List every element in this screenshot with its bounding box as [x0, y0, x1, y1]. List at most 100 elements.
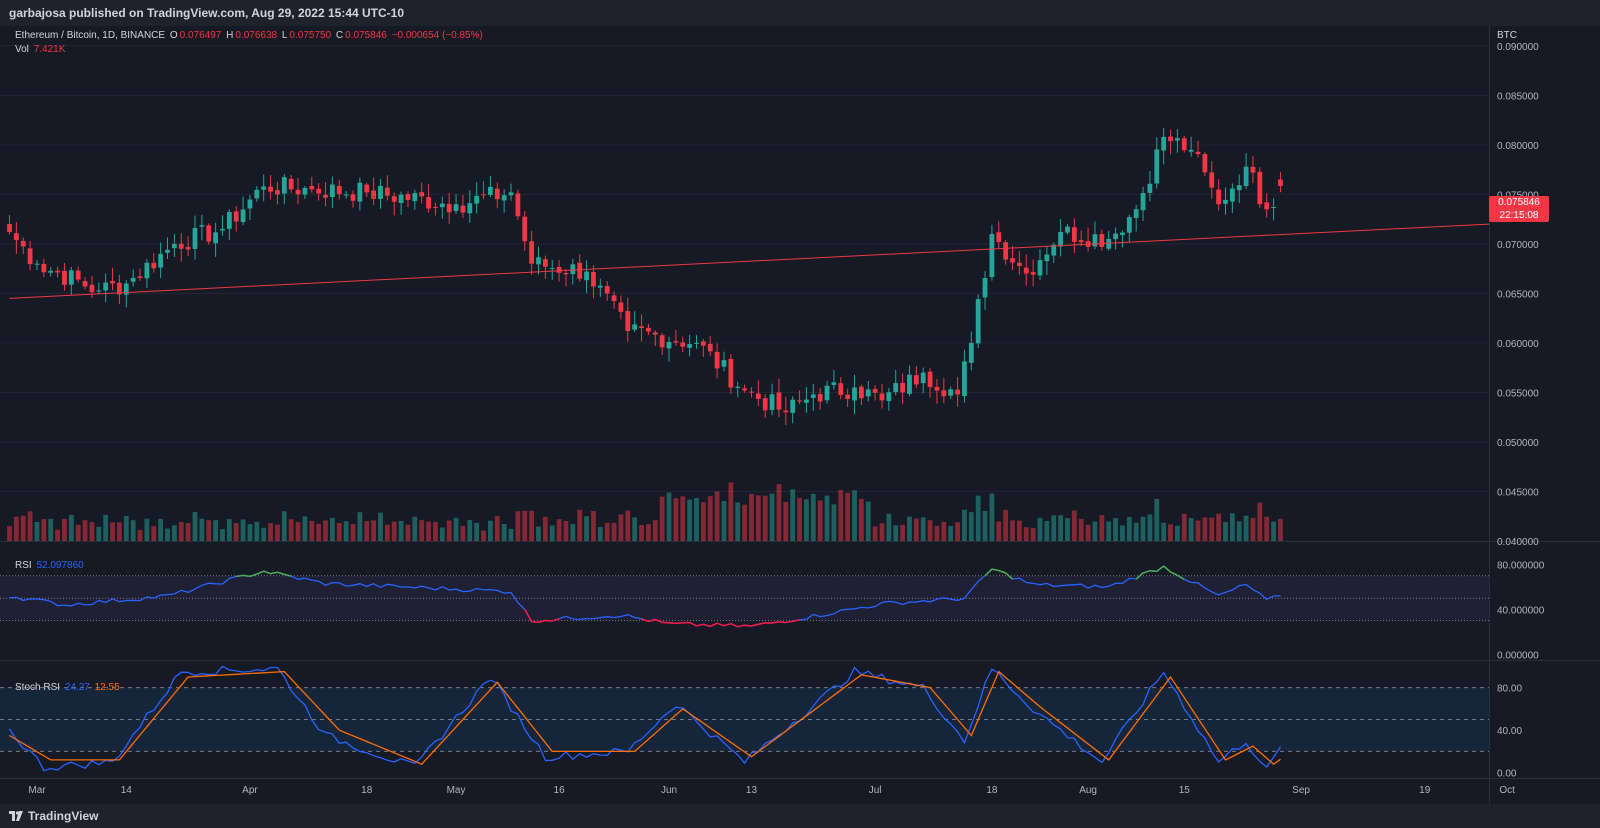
volume-bar [872, 526, 878, 541]
candle-body [110, 280, 115, 284]
volume-bar [446, 520, 452, 541]
candle-body [817, 393, 823, 402]
candle [254, 186, 260, 202]
candle-body [1037, 260, 1043, 276]
candle-body [927, 371, 933, 388]
candle-body [783, 410, 789, 413]
last-price: 0.075846 [1498, 197, 1540, 208]
candle [714, 343, 720, 379]
candle [439, 196, 445, 219]
volume-bar [1030, 527, 1036, 541]
candle-body [618, 302, 624, 312]
candle [220, 215, 225, 236]
rsi-overbought-segment [256, 570, 264, 575]
volume-bar [7, 526, 12, 541]
candle-body [439, 203, 445, 208]
candle-body [542, 259, 548, 267]
stoch-label[interactable]: Stoch RSI [15, 682, 61, 693]
volume-label[interactable]: Vol [15, 44, 29, 55]
volume-bar [426, 521, 431, 541]
candle [117, 274, 122, 304]
volume-bar [1202, 517, 1208, 541]
candle [171, 234, 177, 257]
candle-body [302, 187, 308, 195]
candle [845, 388, 851, 408]
volume-bar [934, 525, 940, 541]
candle-body [371, 190, 377, 199]
rsi-oversold-segment [552, 618, 560, 622]
candle [762, 394, 768, 418]
volume-bar [673, 498, 679, 541]
candle-body [1106, 238, 1112, 249]
rsi-label[interactable]: RSI [15, 560, 32, 571]
candle [680, 336, 686, 353]
candle [1078, 230, 1084, 247]
candle [597, 278, 603, 297]
candle-body [1120, 232, 1125, 235]
candle [872, 385, 878, 401]
candle-body [384, 187, 390, 196]
candle-body [1078, 240, 1084, 243]
volume-bar [350, 524, 356, 541]
price-tick-label: 0.090000 [1497, 42, 1539, 53]
ohlc-low-label: L [281, 30, 288, 41]
candle-body [625, 310, 631, 332]
candle [453, 194, 459, 215]
volume-bar [1071, 510, 1077, 541]
candle [1140, 186, 1146, 221]
ohlc-close: 0.075846 [345, 30, 387, 41]
candle [199, 214, 205, 241]
candle-body [316, 188, 322, 194]
candle [639, 314, 644, 342]
volume-bar [515, 511, 521, 541]
candle-body [1243, 166, 1249, 187]
volume-bar [968, 512, 974, 541]
volume-bar [625, 510, 631, 541]
ohlc-open: 0.076497 [179, 30, 222, 41]
rsi-oversold-segment [531, 620, 539, 624]
volume-bar [1188, 518, 1194, 541]
candle [1202, 151, 1208, 177]
candle [226, 209, 232, 241]
candle [591, 265, 596, 299]
rsi-overbought-segment [998, 569, 1006, 574]
volume-bar [1154, 498, 1160, 541]
volume-bar [529, 510, 535, 541]
candle-body [865, 389, 871, 397]
candle [1236, 174, 1242, 204]
candle [563, 268, 569, 287]
ohlc-close-label: C [335, 30, 344, 41]
candle [900, 373, 905, 405]
volume-bar [199, 518, 205, 541]
symbol-name[interactable]: Ethereum / Bitcoin, 1D, BINANCE [15, 30, 166, 41]
candle-body [199, 225, 205, 227]
candle [371, 177, 377, 206]
candle [927, 368, 933, 398]
candle-body [295, 189, 301, 195]
candle [433, 202, 438, 216]
volume-bar [295, 522, 301, 541]
volume-bar [666, 492, 672, 541]
candle-body [343, 194, 349, 196]
candle-body [1216, 189, 1222, 205]
candle-body [336, 185, 342, 195]
candle [755, 380, 761, 407]
candle [137, 268, 143, 281]
candle-body [391, 196, 397, 202]
volume-bar [563, 520, 569, 541]
candle-body [206, 225, 212, 242]
candle [68, 267, 74, 295]
time-tick-label: Mar [28, 785, 46, 796]
rsi-oversold-segment [703, 623, 711, 628]
volume-bar [989, 493, 995, 541]
volume-value: 7.421K [33, 44, 66, 55]
candle-body [233, 211, 239, 222]
candle-body [1099, 234, 1105, 247]
chart-area[interactable]: 0.090000 0.085000 0.080000 0.075000 0.070000… [0, 26, 1600, 804]
candle-body [1195, 151, 1201, 155]
volume-bar [680, 496, 686, 541]
volume-bar [1099, 515, 1105, 541]
candle [1126, 214, 1132, 243]
candle [1023, 254, 1029, 286]
volume-bar [879, 523, 885, 541]
